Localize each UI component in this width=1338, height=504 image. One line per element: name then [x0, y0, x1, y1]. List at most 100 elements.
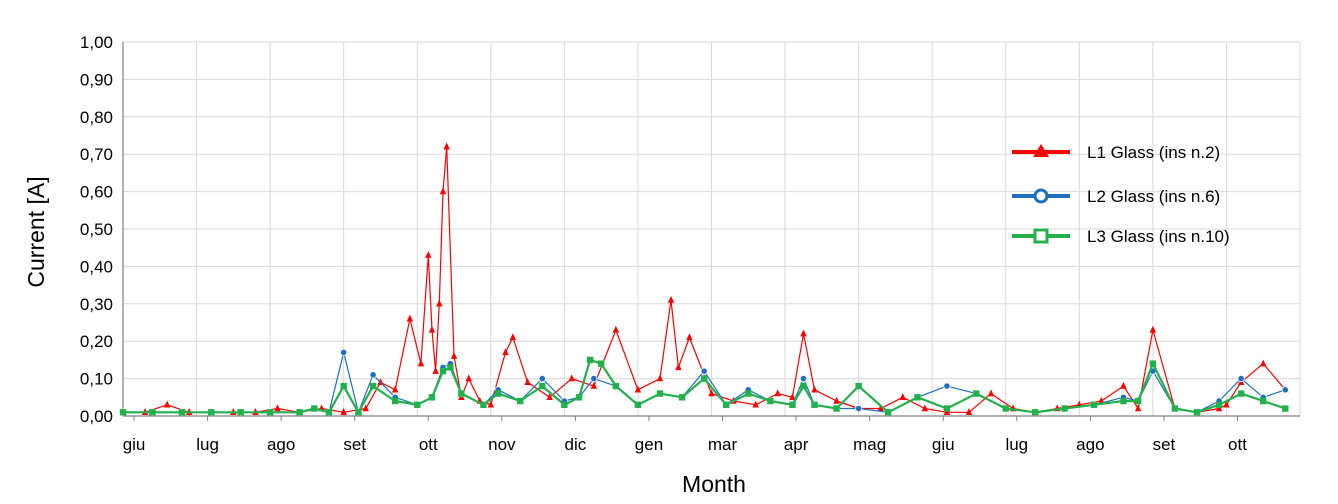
data-point-l1: [509, 333, 517, 341]
data-point-l3: [1193, 409, 1201, 416]
data-point-l2: [855, 404, 863, 413]
legend-label-l2: L2 Glass (ins n.6): [1087, 187, 1220, 206]
data-point-l3: [561, 401, 568, 408]
data-point-l1: [362, 404, 369, 412]
series-l3: [119, 356, 1289, 416]
legend-label-l3: L3 Glass (ins n.10): [1087, 227, 1230, 246]
data-point-l3: [1120, 397, 1127, 405]
y-tick-label: 1,00: [80, 33, 113, 52]
x-tick-label: ago: [267, 435, 295, 454]
data-point-l3: [700, 375, 708, 382]
data-point-l3: [539, 382, 546, 390]
data-point-l3: [325, 409, 333, 416]
data-point-l3: [208, 409, 215, 416]
data-point-l1: [612, 325, 620, 333]
data-point-l1: [877, 404, 884, 412]
data-point-l1: [789, 393, 796, 400]
data-point-l1: [450, 351, 458, 359]
x-tick-label: giu: [932, 435, 955, 454]
legend-marker-l2: [1033, 188, 1049, 204]
data-point-l2: [340, 348, 348, 357]
y-tick-label: 0,40: [80, 257, 113, 276]
legend: L1 Glass (ins n.2) L2 Glass (ins n.6) L3 G…: [1012, 143, 1230, 246]
data-point-l1: [1134, 404, 1142, 412]
data-point-l3: [914, 394, 921, 401]
y-tick-label: 0,00: [80, 407, 113, 426]
data-point-l1: [590, 381, 597, 389]
data-point-l3: [612, 382, 620, 390]
data-point-l3: [391, 397, 399, 405]
y-tick-label: 0,20: [80, 332, 113, 351]
data-point-l1: [432, 366, 439, 374]
data-point-l1: [417, 359, 425, 367]
data-point-l1: [465, 374, 472, 382]
y-axis-title: Current [A]: [23, 176, 49, 287]
data-point-l1: [1260, 359, 1267, 367]
data-point-l1: [833, 396, 840, 404]
data-point-l2: [1237, 374, 1245, 383]
data-point-l3: [178, 409, 186, 416]
y-tick-label: 0,50: [80, 220, 113, 239]
data-point-l3: [119, 409, 127, 416]
data-point-l1: [406, 314, 414, 322]
data-point-l3: [634, 401, 642, 408]
data-point-l1: [1223, 400, 1230, 408]
data-point-l1: [811, 385, 818, 393]
data-point-l3: [1260, 397, 1267, 405]
data-point-l3: [296, 409, 303, 416]
data-point-l1: [987, 389, 995, 397]
data-point-l1: [443, 142, 450, 150]
x-tick-label: mar: [708, 435, 738, 454]
data-point-l2: [1281, 386, 1289, 394]
data-point-l3: [517, 397, 524, 405]
y-tick-labels: 0,00 0,10 0,20 0,30 0,40 0,50 0,60 0,70 0,80 0,90…: [80, 33, 113, 426]
data-point-l3: [586, 356, 594, 364]
data-point-l1: [1120, 381, 1127, 389]
data-point-l1: [774, 389, 781, 397]
data-point-l1: [274, 404, 281, 412]
data-point-l3: [656, 390, 664, 397]
data-point-l3: [458, 390, 465, 397]
data-point-l3: [789, 401, 796, 408]
data-point-l2: [943, 382, 951, 390]
x-tick-label: lug: [1005, 435, 1028, 454]
data-point-l1: [340, 408, 347, 415]
data-point-l1: [439, 187, 447, 195]
data-point-l2: [700, 367, 708, 375]
data-point-l3: [149, 409, 156, 416]
data-point-l3: [266, 409, 274, 416]
axes: [122, 42, 1300, 421]
data-point-l3: [369, 382, 377, 390]
data-point-l1: [436, 299, 443, 307]
data-point-l1: [568, 374, 575, 382]
data-point-l1: [487, 400, 495, 408]
x-tick-label: gen: [635, 435, 663, 454]
data-point-l3: [1149, 360, 1157, 367]
data-point-l1: [1149, 325, 1157, 333]
data-point-l1: [524, 378, 531, 386]
x-tick-label: mag: [853, 435, 886, 454]
data-point-l3: [1061, 405, 1068, 412]
legend-label-l1: L1 Glass (ins n.2): [1087, 143, 1220, 162]
data-point-l1: [800, 329, 807, 337]
data-point-l1: [634, 385, 642, 393]
data-point-l3: [1282, 405, 1289, 412]
data-point-l3: [1002, 405, 1009, 412]
data-point-l3: [439, 367, 447, 375]
data-point-l3: [943, 405, 951, 412]
data-point-l3: [428, 394, 436, 401]
data-point-l1: [675, 363, 682, 371]
x-tick-label: ott: [419, 435, 438, 454]
series-line-l3: [123, 358, 1286, 414]
data-point-l1: [667, 295, 675, 303]
y-tick-label: 0,70: [80, 145, 113, 164]
data-point-l3: [237, 409, 244, 416]
data-point-l3: [1031, 409, 1039, 416]
x-tick-label: ago: [1076, 435, 1104, 454]
data-point-l1: [391, 385, 399, 393]
data-point-l1: [965, 408, 973, 415]
data-point-l3: [973, 390, 980, 397]
data-point-l1: [425, 250, 432, 258]
data-point-l1: [752, 400, 759, 408]
data-point-l3: [767, 397, 774, 405]
